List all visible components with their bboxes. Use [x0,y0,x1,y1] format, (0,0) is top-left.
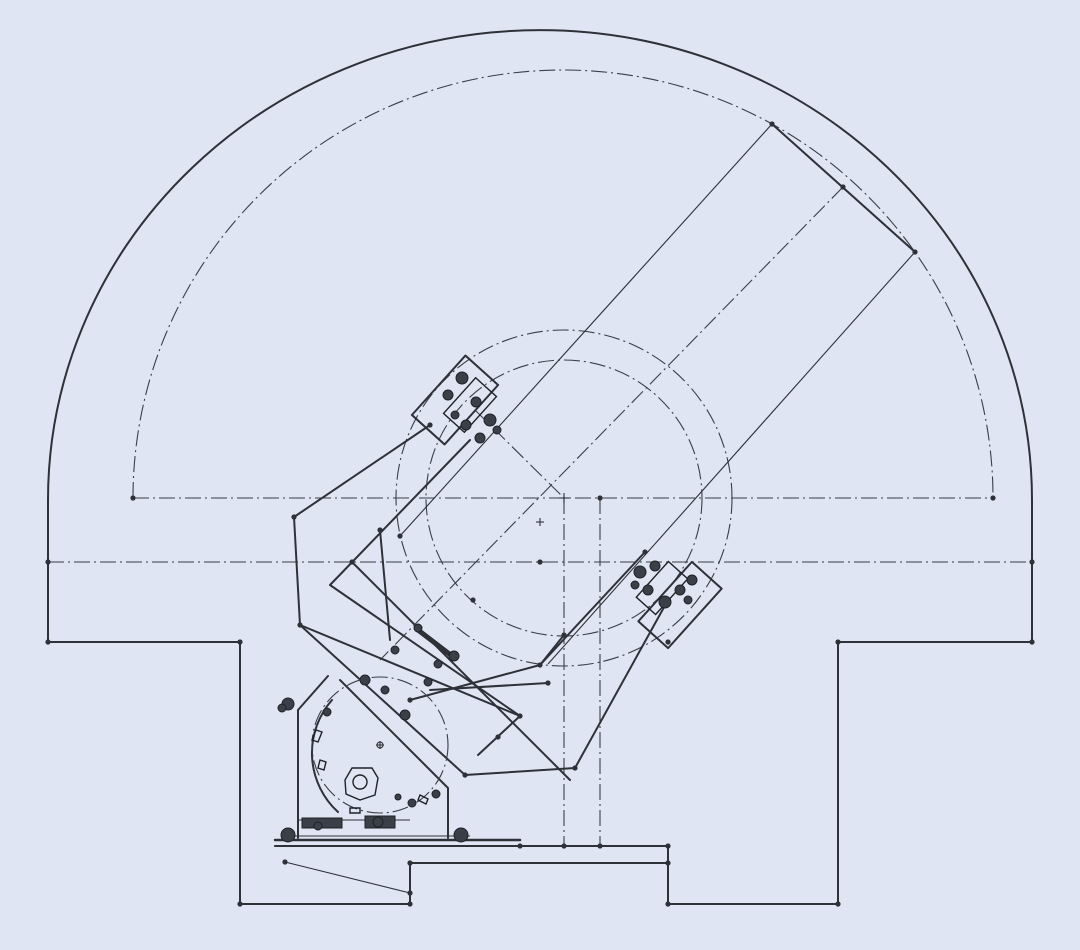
base-rotary-assembly[interactable] [297,675,449,839]
drive-linkage[interactable] [359,623,460,721]
upper-bearing-assembly[interactable] [410,354,502,446]
telescope-tube[interactable] [399,123,916,665]
platform-step[interactable] [274,845,669,894]
dome-inner-arc [132,69,994,499]
tube-axis [379,186,844,661]
dome-outline[interactable] [47,29,1033,905]
lower-bearing-assembly[interactable] [630,560,723,650]
origin-cross-icon [559,493,569,503]
rotation-circle-outer [395,329,733,667]
sketch-vertices[interactable] [45,121,1035,907]
base-center-mark-icon [376,741,384,749]
base-rail[interactable] [273,697,522,847]
center-mark-icon [536,518,544,526]
